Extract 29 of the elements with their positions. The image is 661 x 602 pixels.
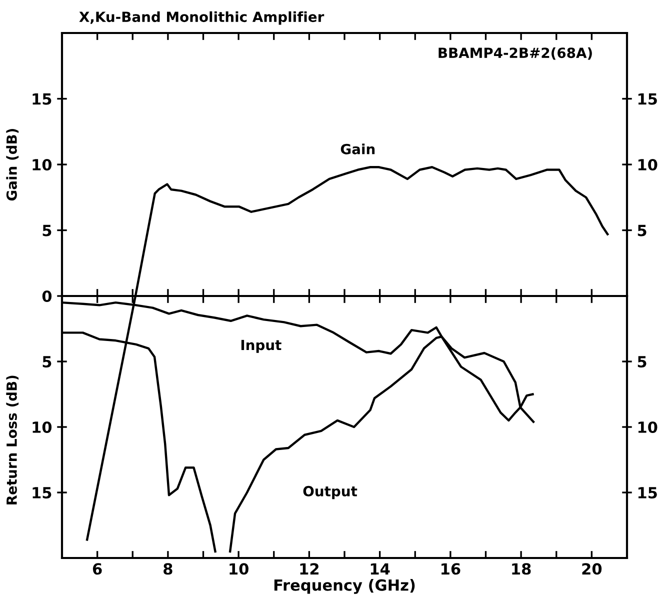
- x-tick-label: 6: [92, 563, 102, 575]
- y2-tick-label: 15: [638, 487, 657, 499]
- y-axis-title: Gain (dB): [6, 128, 19, 201]
- x-tick-label: 18: [512, 563, 531, 575]
- y-tick-label: 10: [32, 158, 52, 171]
- y-tick-label: 10: [32, 421, 52, 434]
- y2-tick-label: 5: [638, 224, 646, 236]
- y-axis-title: Return Loss (dB): [6, 376, 19, 504]
- series-label: Input: [241, 340, 282, 353]
- x-tick-label: 8: [164, 563, 172, 575]
- y-tick-label: 0: [42, 290, 52, 302]
- y2-tick-label: 10: [638, 421, 658, 434]
- x-tick-label: 14: [370, 563, 390, 574]
- y-tick-label: 5: [42, 356, 52, 368]
- x-tick-label: 20: [582, 563, 602, 575]
- x-tick-label: 12: [300, 563, 318, 574]
- y2-tick-label: 15: [638, 93, 657, 105]
- series-label: Gain: [340, 144, 375, 154]
- x-axis-title: Frequency (GHz): [274, 579, 415, 594]
- annotation: BBAMP4-2B#2(68A): [438, 47, 592, 60]
- chart-title: X,Ku-Band Monolithic Amplifier: [79, 11, 324, 25]
- x-tick-label: 10: [230, 563, 248, 575]
- y-tick-label: 15: [32, 487, 52, 499]
- y-tick-label: 15: [32, 93, 52, 105]
- y-tick-label: 5: [42, 224, 52, 236]
- y2-tick-label: 10: [638, 158, 658, 171]
- text: Output: [303, 486, 358, 500]
- x-tick-label: 16: [442, 563, 460, 575]
- y2-tick-label: 5: [638, 356, 646, 368]
